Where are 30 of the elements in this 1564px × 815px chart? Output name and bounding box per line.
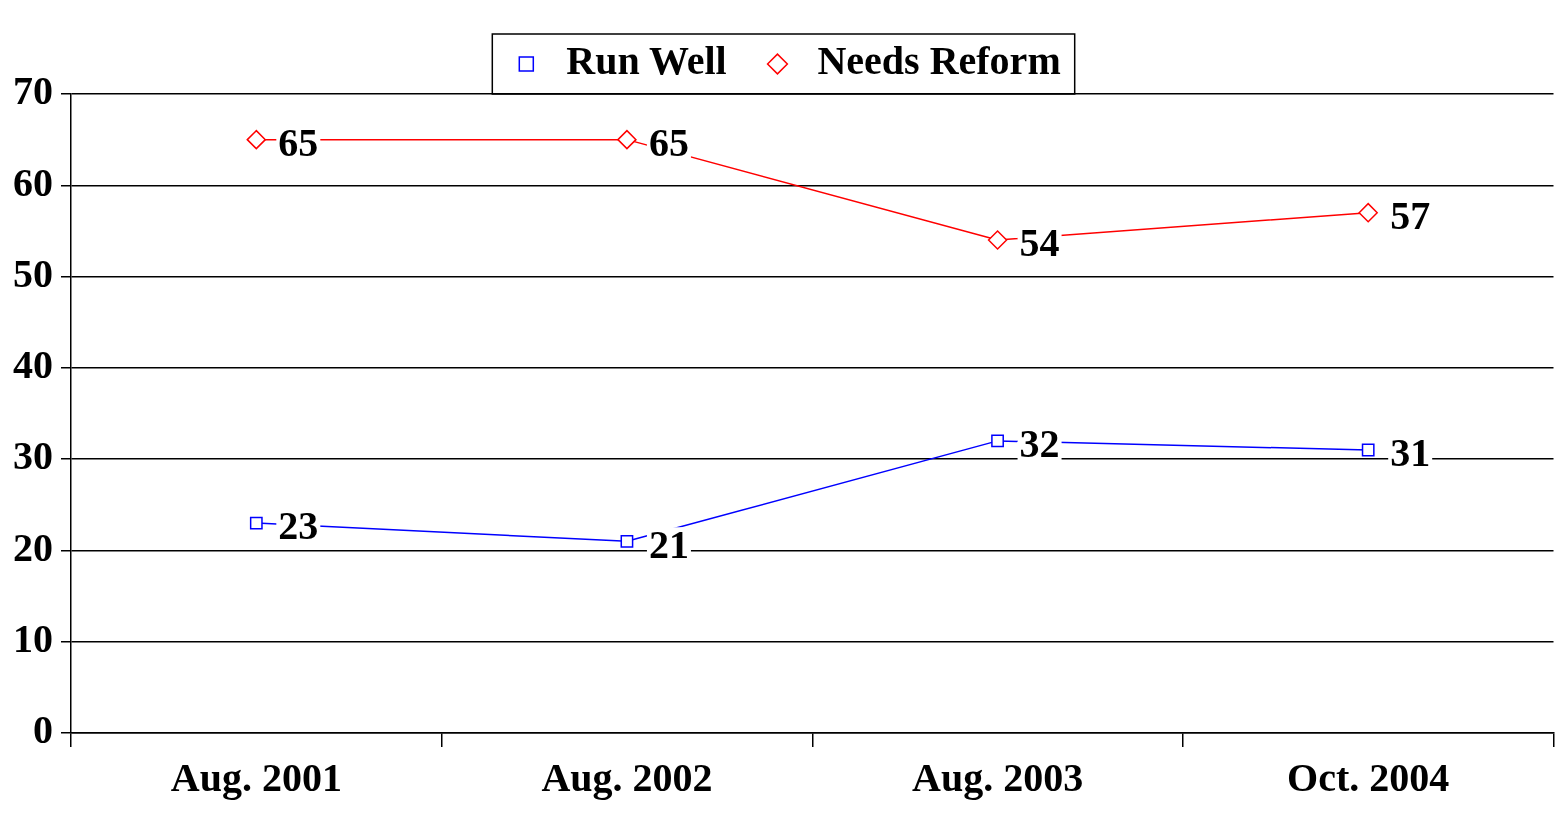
point (620, 534, 634, 548)
point (617, 129, 637, 150)
data-label: 57 (1390, 193, 1431, 238)
data-label: 32 (1019, 421, 1060, 467)
x-tick-label: Aug. 2001 (170, 755, 342, 801)
legend-label: Run Well (566, 38, 727, 84)
point (1358, 202, 1378, 223)
data-label: 21 (648, 521, 689, 567)
point (249, 516, 263, 530)
y-tick-label: 20 (13, 524, 53, 570)
data-label: 31 (1390, 430, 1431, 476)
data-label: 23 (278, 503, 319, 549)
x-tick-label: Aug. 2003 (911, 755, 1084, 801)
legend-label: Needs Reform (817, 38, 1061, 84)
point (987, 230, 1008, 250)
y-tick-label: 30 (13, 433, 53, 479)
point (1361, 443, 1375, 457)
y-tick-label: 70 (13, 68, 53, 114)
data-label: 65 (648, 119, 689, 165)
y-tick-label: 60 (13, 159, 53, 205)
point (991, 434, 1004, 448)
x-tick-label: Oct. 2004 (1287, 755, 1450, 801)
data-label: 54 (1019, 220, 1060, 266)
point (246, 129, 267, 150)
y-tick-label: 40 (13, 342, 53, 388)
data-label: 65 (278, 119, 319, 165)
y-tick-label: 50 (13, 250, 53, 296)
x-tick-label: Aug. 2002 (541, 755, 713, 801)
y-tick-label: 10 (13, 616, 53, 662)
y-tick-label: 0 (33, 707, 53, 753)
